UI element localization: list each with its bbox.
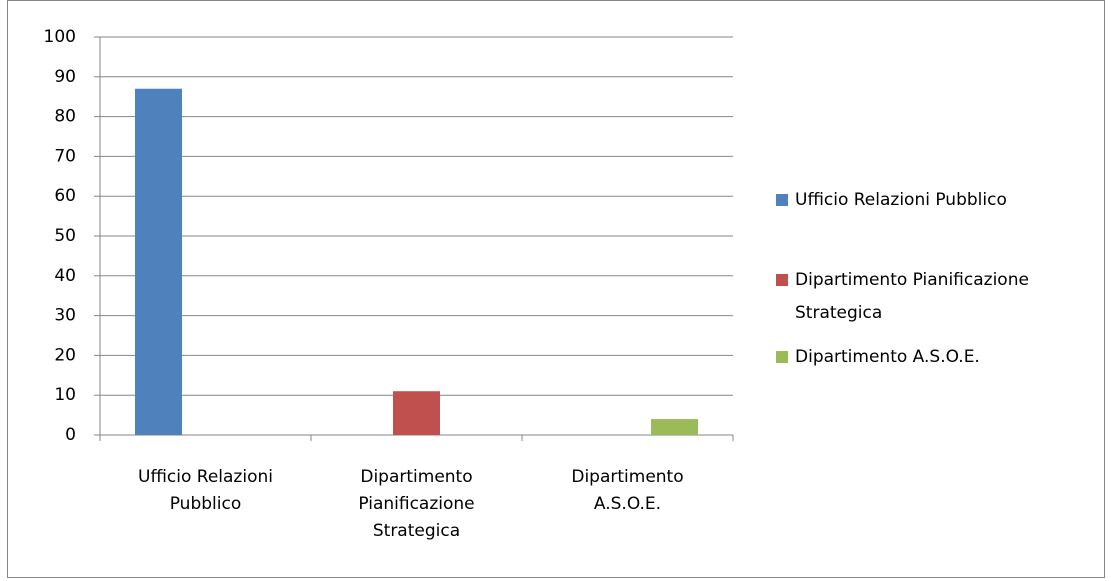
legend-label: Dipartimento A.S.O.E.: [795, 347, 980, 367]
y-tick-label: 80: [54, 107, 76, 127]
bar: [135, 88, 182, 436]
y-tick-label: 50: [54, 226, 76, 246]
bar: [651, 419, 698, 435]
y-tick-label: 0: [65, 425, 76, 445]
y-tick-label: 40: [54, 266, 76, 286]
legend-swatch: [776, 274, 788, 286]
y-tick-label: 100: [44, 27, 76, 47]
x-tick-label: Dipartimento A.S.O.E.: [571, 467, 683, 514]
legend-label: Dipartimento Pianificazione Strategica: [795, 270, 1029, 323]
y-tick-label: 10: [54, 385, 76, 405]
chart-frame: [7, 0, 1105, 578]
y-tick-label: 70: [54, 146, 76, 166]
y-tick-label: 30: [54, 306, 76, 326]
bar: [393, 391, 440, 435]
legend-swatch: [776, 194, 788, 206]
y-tick-label: 20: [54, 345, 76, 365]
y-tick-label: 60: [54, 186, 76, 206]
y-tick-label: 90: [54, 67, 76, 87]
x-tick-label: Ufficio Relazioni Pubblico: [138, 467, 273, 514]
legend-swatch: [776, 351, 788, 363]
x-tick-label: Dipartimento Pianificazione Strategica: [358, 467, 474, 541]
legend-label: Ufficio Relazioni Pubblico: [795, 190, 1007, 210]
